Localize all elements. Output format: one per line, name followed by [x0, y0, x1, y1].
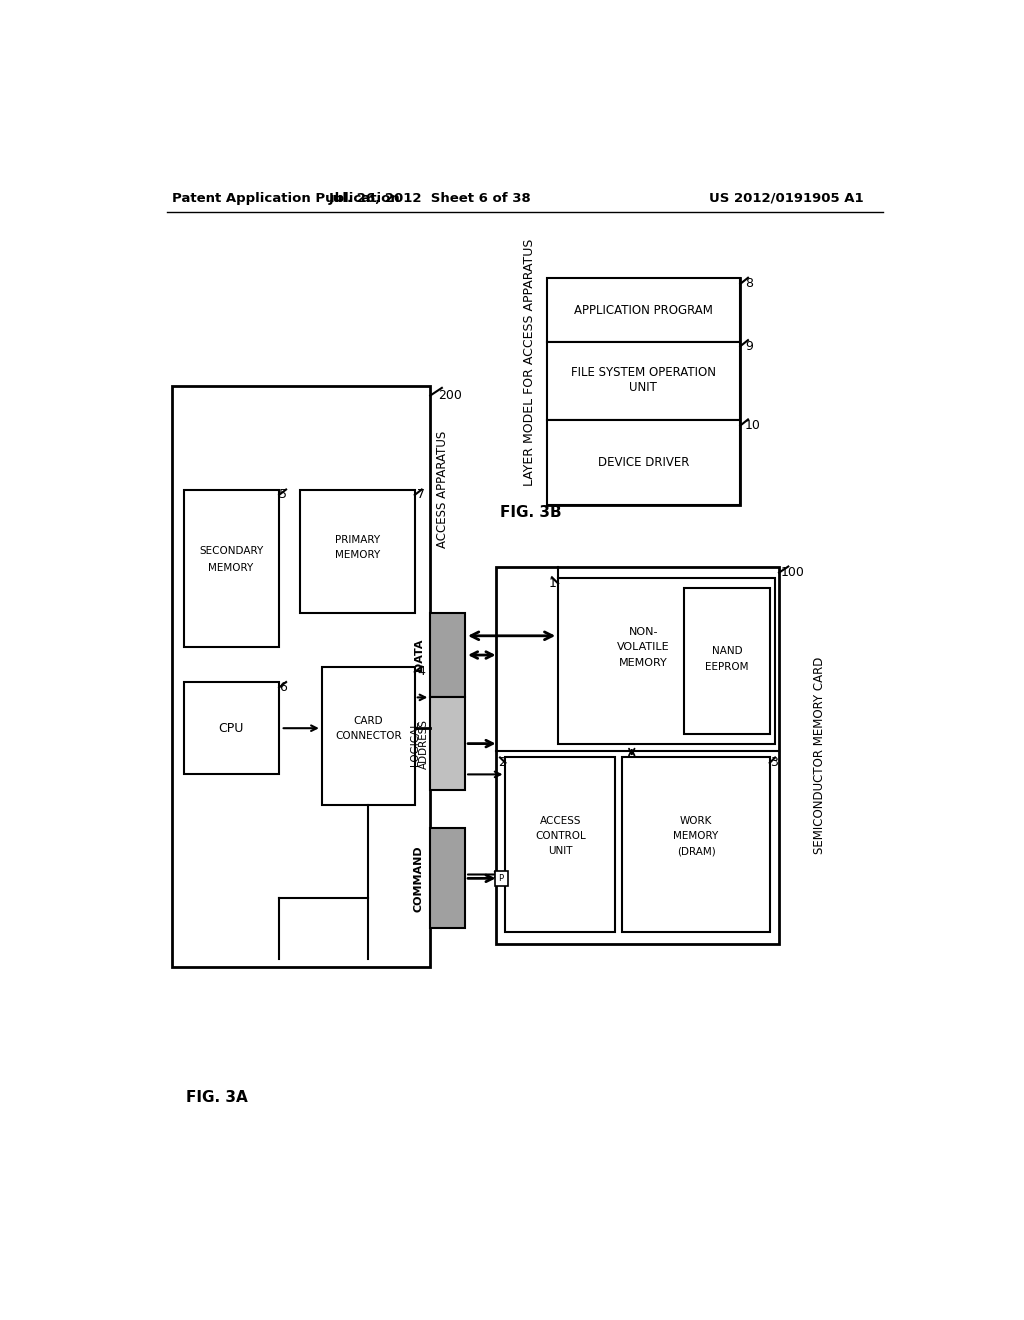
- Bar: [684, 589, 770, 734]
- Text: 5: 5: [279, 488, 287, 502]
- Text: MEMORY: MEMORY: [209, 564, 254, 573]
- Bar: [558, 578, 775, 743]
- Text: DATA: DATA: [414, 639, 424, 672]
- Bar: [300, 490, 415, 612]
- Text: 100: 100: [781, 566, 805, 579]
- Text: DEVICE DRIVER: DEVICE DRIVER: [598, 455, 689, 469]
- Bar: [547, 277, 740, 342]
- Text: NAND: NAND: [712, 647, 742, 656]
- Text: P: P: [499, 874, 504, 883]
- Text: 6: 6: [280, 681, 287, 694]
- Text: 3: 3: [770, 756, 777, 770]
- Text: Jul. 26, 2012  Sheet 6 of 38: Jul. 26, 2012 Sheet 6 of 38: [329, 191, 531, 205]
- Bar: [547, 342, 740, 420]
- Text: CONTROL: CONTROL: [536, 832, 586, 841]
- Bar: [183, 682, 280, 775]
- Text: LOGICAL: LOGICAL: [410, 721, 420, 766]
- Bar: [547, 420, 740, 506]
- Bar: [623, 758, 770, 932]
- Text: NON-: NON-: [629, 627, 658, 638]
- Bar: [547, 277, 740, 506]
- Text: SEMICONDUCTOR MEMORY CARD: SEMICONDUCTOR MEMORY CARD: [813, 656, 825, 854]
- Text: EEPROM: EEPROM: [706, 661, 749, 672]
- Text: (DRAM): (DRAM): [677, 846, 716, 857]
- Bar: [322, 667, 415, 805]
- Text: COMMAND: COMMAND: [414, 845, 424, 912]
- Text: MEMORY: MEMORY: [618, 657, 668, 668]
- Text: 4: 4: [417, 665, 425, 678]
- Text: CARD: CARD: [353, 715, 383, 726]
- Text: VOLATILE: VOLATILE: [617, 643, 670, 652]
- Bar: [183, 490, 280, 647]
- Bar: [430, 697, 465, 789]
- Text: UNIT: UNIT: [630, 381, 657, 395]
- Bar: [496, 566, 779, 944]
- Text: 9: 9: [745, 339, 754, 352]
- Text: 10: 10: [744, 418, 761, 432]
- Text: ADDRESS: ADDRESS: [419, 718, 429, 768]
- Text: MEMORY: MEMORY: [674, 832, 719, 841]
- Bar: [506, 758, 614, 932]
- Text: 2: 2: [499, 756, 506, 770]
- Bar: [430, 829, 465, 928]
- Text: PRIMARY: PRIMARY: [335, 535, 380, 545]
- Bar: [495, 871, 508, 886]
- Bar: [172, 385, 430, 966]
- Text: SECONDARY: SECONDARY: [199, 546, 263, 556]
- Text: CONNECTOR: CONNECTOR: [335, 731, 401, 741]
- Text: UNIT: UNIT: [548, 846, 572, 857]
- Text: FIG. 3A: FIG. 3A: [186, 1090, 248, 1105]
- Text: CPU: CPU: [218, 722, 244, 735]
- Bar: [430, 612, 465, 697]
- Text: Patent Application Publication: Patent Application Publication: [172, 191, 400, 205]
- Text: LAYER MODEL FOR ACCESS APPARATUS: LAYER MODEL FOR ACCESS APPARATUS: [523, 239, 536, 486]
- Text: 200: 200: [437, 389, 462, 403]
- Text: FIG. 3B: FIG. 3B: [500, 506, 561, 520]
- Text: 7: 7: [417, 488, 425, 502]
- Text: APPLICATION PROGRAM: APPLICATION PROGRAM: [573, 304, 713, 317]
- Text: MEMORY: MEMORY: [335, 550, 380, 560]
- Text: ACCESS APPARATUS: ACCESS APPARATUS: [436, 430, 450, 548]
- Text: US 2012/0191905 A1: US 2012/0191905 A1: [710, 191, 864, 205]
- Text: 8: 8: [745, 277, 754, 290]
- Text: WORK: WORK: [680, 816, 713, 825]
- Text: 1: 1: [549, 577, 557, 590]
- Text: ACCESS: ACCESS: [540, 816, 582, 825]
- Text: FILE SYSTEM OPERATION: FILE SYSTEM OPERATION: [570, 366, 716, 379]
